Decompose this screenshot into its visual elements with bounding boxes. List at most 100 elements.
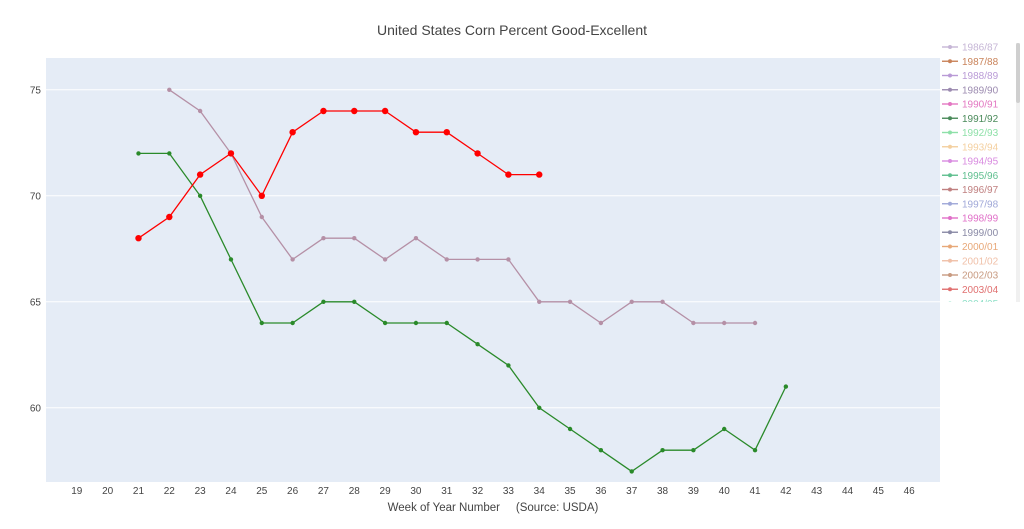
series-layer bbox=[135, 87, 789, 474]
legend-item[interactable]: 1996/97 bbox=[942, 185, 999, 196]
x-tick-label: 32 bbox=[472, 486, 484, 497]
x-tick-label: 37 bbox=[626, 486, 638, 497]
x-axis-ticks: 19 20 21 22 23 24 25 26 27 28 29 30 31 32 33 34 35 36 37 38… bbox=[71, 486, 915, 497]
x-tick-label: 26 bbox=[287, 486, 299, 497]
data-point bbox=[537, 299, 542, 304]
legend-marker bbox=[948, 216, 952, 220]
legend-item[interactable]: 1986/87 bbox=[942, 43, 999, 54]
x-tick-label: 20 bbox=[102, 486, 114, 497]
data-point bbox=[660, 299, 665, 304]
data-point bbox=[567, 299, 573, 304]
x-axis-title: Week of Year Number (Source: USDA) bbox=[388, 502, 599, 514]
data-point bbox=[320, 107, 327, 115]
legend-marker bbox=[948, 230, 952, 235]
data-point bbox=[197, 193, 203, 198]
legend-marker bbox=[948, 73, 952, 78]
legend-item[interactable]: 1995/96 bbox=[942, 171, 999, 182]
legend-item[interactable]: 1994/95 bbox=[942, 157, 999, 168]
legend-label: 1991/92 bbox=[962, 114, 999, 125]
data-point bbox=[259, 320, 264, 326]
data-point bbox=[352, 299, 357, 304]
legend-item[interactable]: 1988/89 bbox=[942, 71, 999, 82]
legend-label: 1990/91 bbox=[962, 100, 999, 111]
data-point bbox=[351, 107, 358, 115]
data-point bbox=[382, 257, 388, 262]
legend-items: 1986/87 1987/88 1988/89 1989/90 1990/91 1991/… bbox=[942, 43, 999, 310]
data-point bbox=[258, 192, 265, 199]
x-tick-label: 35 bbox=[565, 486, 577, 497]
series-line bbox=[138, 110, 540, 239]
legend-item[interactable]: 1987/88 bbox=[942, 57, 999, 68]
x-tick-label: 19 bbox=[71, 486, 83, 497]
legend-item[interactable]: 1992/93 bbox=[942, 128, 999, 139]
legend[interactable]: 1986/87 1987/88 1988/89 1989/90 1990/91 1991/… bbox=[942, 43, 1020, 311]
x-tick-label: 38 bbox=[657, 486, 669, 497]
legend-label: 1986/87 bbox=[962, 43, 999, 54]
legend-item[interactable]: 1989/90 bbox=[942, 85, 999, 96]
legend-scrollbar-track[interactable] bbox=[1016, 43, 1020, 302]
plot-area bbox=[46, 58, 940, 482]
legend-marker bbox=[948, 244, 952, 249]
data-point bbox=[475, 257, 480, 262]
data-point bbox=[289, 129, 296, 136]
data-point bbox=[167, 151, 172, 156]
x-tick-label: 30 bbox=[410, 486, 422, 497]
legend-item[interactable]: 2001/02 bbox=[942, 256, 999, 267]
legend-item[interactable]: 1991/92 bbox=[942, 114, 999, 125]
data-point bbox=[290, 257, 295, 262]
data-point bbox=[413, 320, 419, 326]
legend-item[interactable]: 2000/01 bbox=[942, 242, 999, 253]
data-point bbox=[321, 236, 326, 241]
legend-marker bbox=[948, 258, 952, 263]
data-point bbox=[227, 150, 235, 157]
legend-marker bbox=[948, 273, 952, 277]
data-point bbox=[722, 426, 727, 432]
legend-label: 2000/01 bbox=[962, 242, 999, 253]
y-tick-label: 75 bbox=[30, 85, 42, 96]
legend-scrollbar-thumb[interactable] bbox=[1016, 43, 1020, 103]
data-point bbox=[259, 214, 264, 220]
x-tick-label: 40 bbox=[719, 486, 731, 497]
x-tick-label: 41 bbox=[749, 486, 761, 497]
x-tick-label: 44 bbox=[842, 486, 854, 497]
data-point bbox=[444, 257, 449, 262]
y-axis-ticks: 60 65 70 75 bbox=[30, 85, 42, 414]
legend-item[interactable]: 2002/03 bbox=[942, 271, 999, 282]
y-tick-label: 60 bbox=[30, 403, 42, 414]
legend-item[interactable]: 2003/04 bbox=[942, 285, 999, 296]
legend-item[interactable]: 1990/91 bbox=[942, 100, 999, 111]
legend-item[interactable]: 1997/98 bbox=[942, 199, 999, 210]
series-line bbox=[138, 152, 787, 473]
data-point bbox=[444, 320, 449, 326]
legend-item[interactable]: 1999/00 bbox=[942, 228, 999, 239]
data-point bbox=[752, 448, 758, 453]
data-point bbox=[629, 469, 634, 474]
x-tick-label: 45 bbox=[873, 486, 885, 497]
data-point bbox=[506, 257, 511, 262]
legend-marker bbox=[948, 159, 952, 163]
legend-item[interactable]: 1998/99 bbox=[942, 214, 999, 225]
legend-label: 1989/90 bbox=[962, 85, 999, 96]
chart-title: United States Corn Percent Good-Excellen… bbox=[377, 22, 647, 38]
legend-marker bbox=[948, 102, 952, 106]
legend-item[interactable]: 2004/05 bbox=[942, 299, 999, 310]
x-tick-label: 46 bbox=[904, 486, 916, 497]
legend-marker bbox=[948, 116, 952, 121]
data-point bbox=[783, 384, 789, 389]
data-point bbox=[629, 299, 634, 304]
x-tick-label: 25 bbox=[256, 486, 268, 497]
legend-item[interactable]: 1993/94 bbox=[942, 142, 999, 153]
legend-label: 1987/88 bbox=[962, 57, 999, 68]
data-point bbox=[505, 171, 512, 178]
data-point bbox=[321, 299, 326, 304]
series-2 bbox=[135, 107, 543, 242]
data-point bbox=[412, 129, 420, 136]
data-point bbox=[475, 342, 480, 347]
legend-label: 1994/95 bbox=[962, 157, 999, 168]
data-point bbox=[598, 320, 604, 326]
legend-label: 1992/93 bbox=[962, 128, 999, 139]
x-tick-label: 27 bbox=[318, 486, 330, 497]
series-line bbox=[168, 89, 756, 324]
data-point bbox=[722, 320, 727, 326]
